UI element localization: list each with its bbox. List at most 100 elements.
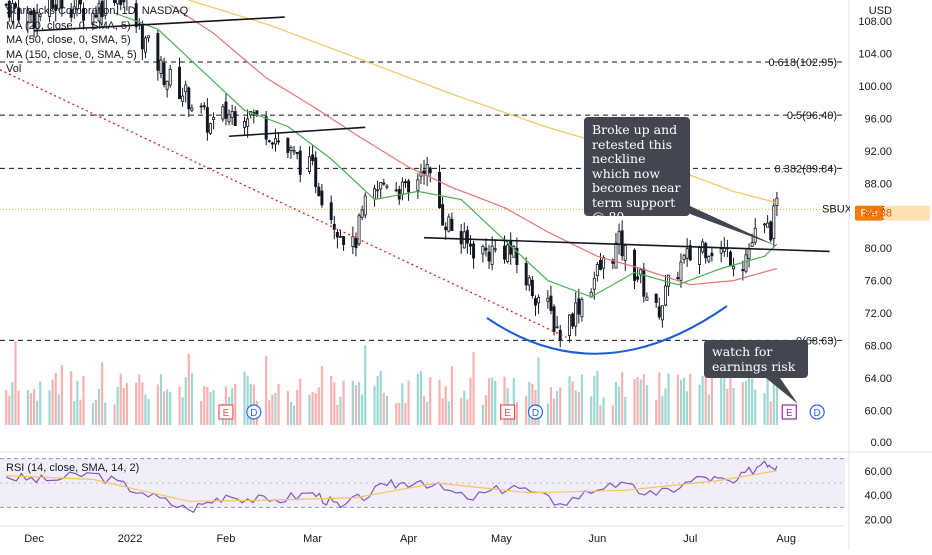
candle-body (533, 298, 537, 306)
candle-body (140, 25, 144, 50)
volume-bar (676, 374, 679, 425)
candle-body (682, 254, 686, 260)
volume-bar (487, 378, 491, 425)
volume-bar (704, 371, 707, 425)
candle-body (273, 138, 277, 145)
earnings-callout: watch for earnings risk (704, 340, 808, 378)
candle-body (744, 254, 748, 272)
volume-bar (577, 392, 580, 425)
candle-body (679, 261, 683, 281)
candle-body (308, 156, 312, 172)
volume-bar (246, 375, 249, 425)
candle-body (527, 277, 531, 286)
volume-bar (447, 401, 450, 425)
series-line-ma20 (114, 12, 778, 298)
candle-body (657, 306, 661, 318)
volume-bar (336, 405, 339, 425)
volume-bar (747, 371, 751, 425)
earnings-event-badge (218, 404, 234, 420)
candle-body (766, 222, 770, 228)
candle-body (289, 147, 293, 151)
legend-ma50[interactable]: MA (50, close, 0, SMA, 5) (6, 34, 131, 46)
earnings-event-label: E (786, 408, 793, 419)
candle-body (660, 305, 664, 321)
candle-body (419, 171, 423, 177)
candle-body (26, 9, 30, 23)
volume-bar (401, 383, 404, 425)
pre-market-tag (855, 205, 883, 221)
volume-bar (308, 394, 311, 425)
candle-body (94, 14, 98, 18)
candle-body (403, 181, 407, 184)
candle-body (221, 106, 225, 120)
volume-bar (729, 374, 732, 425)
candle-body (354, 237, 358, 249)
volume-bar (141, 382, 144, 425)
dividend-event-badge (527, 404, 544, 420)
neckline-callout: Broke up and retested this neckline whic… (584, 117, 690, 224)
candle-body (441, 204, 445, 226)
volume-bar (763, 393, 766, 425)
candle-body (710, 252, 714, 257)
pre-market-price-badge (884, 205, 930, 221)
price-tick-label: 88.00 (864, 178, 892, 190)
candle-body (311, 154, 315, 161)
volume-bar (754, 389, 757, 425)
candle-body (335, 231, 339, 238)
candle-body (688, 245, 692, 261)
time-tick-label: Apr (400, 533, 417, 545)
candle-body (54, 4, 58, 11)
volume-bar (590, 396, 593, 425)
candle-body (382, 182, 386, 185)
volume-bar (621, 372, 624, 425)
legend-ma150[interactable]: MA (150, close, 0, SMA, 5) (6, 48, 137, 61)
volume-bar (159, 374, 163, 425)
legend-ma20[interactable]: MA (20, close, 0, SMA, 5) (6, 19, 131, 32)
candle-body (35, 12, 39, 30)
candle-body (577, 298, 581, 315)
candle-body (277, 140, 281, 143)
volume-bar (515, 402, 518, 425)
volume-bar (580, 374, 583, 425)
volume-bar (552, 398, 556, 425)
volume-bar (698, 384, 701, 425)
earnings-event-label: E (223, 408, 230, 419)
candle-body (732, 266, 736, 270)
candle-body (484, 247, 488, 251)
candle-body (199, 105, 203, 108)
legend-vol[interactable]: Vol (6, 63, 22, 75)
candle-body (243, 121, 247, 128)
volume-bar (101, 362, 104, 425)
volume-bar (395, 403, 398, 425)
price-tick-label: 72.00 (864, 308, 892, 320)
rsi-label[interactable]: RSI (14, close, SMA, 14, 2) (6, 462, 140, 474)
price-tick-label: 92.00 (864, 146, 892, 158)
candle-body (143, 37, 147, 53)
trend-line-2 (424, 236, 830, 253)
cup-arc (486, 305, 728, 355)
price-tick-label: 100.00 (858, 81, 892, 93)
volume-bar (286, 390, 289, 425)
chart-legend: Starbucks Corporation, 1D, NASDAQ MA (20… (6, 4, 188, 77)
candle-body (753, 227, 757, 243)
candle-body (103, 0, 107, 16)
volume-bar (156, 384, 159, 425)
volume-bar (243, 371, 246, 425)
volume-bar (525, 395, 528, 425)
volume-bar (200, 400, 203, 425)
trend-line-1 (228, 126, 366, 138)
rsi-tick-label: 20.00 (864, 515, 892, 527)
volume-bar (633, 379, 636, 425)
candle-body (524, 263, 528, 286)
candle-body (620, 230, 624, 257)
candle-body (156, 33, 160, 71)
candle-body (707, 256, 711, 262)
trend-line-0 (34, 16, 285, 32)
candle-body (571, 313, 575, 327)
volume-bar (463, 390, 466, 425)
volume-bar (568, 376, 571, 425)
candle-body (270, 142, 274, 145)
volume-bar (682, 377, 686, 425)
volume-bar (636, 377, 639, 425)
